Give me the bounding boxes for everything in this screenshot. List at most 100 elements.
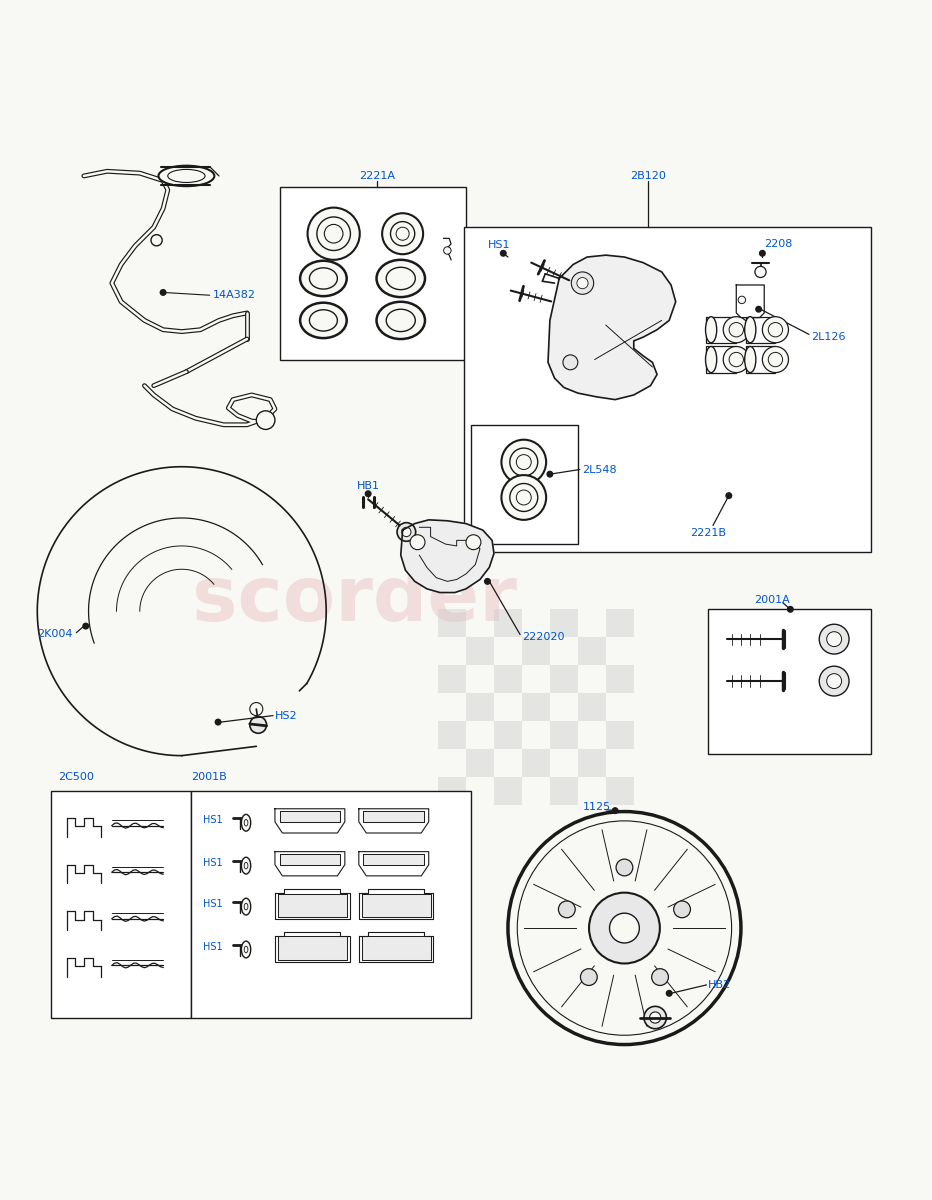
FancyBboxPatch shape bbox=[706, 317, 736, 343]
Circle shape bbox=[508, 811, 741, 1044]
Circle shape bbox=[151, 235, 162, 246]
Ellipse shape bbox=[244, 947, 248, 953]
Text: 2L548: 2L548 bbox=[582, 464, 617, 474]
Circle shape bbox=[723, 347, 749, 372]
Polygon shape bbox=[401, 520, 494, 593]
Circle shape bbox=[365, 491, 371, 497]
Ellipse shape bbox=[241, 815, 251, 832]
Circle shape bbox=[616, 859, 633, 876]
Bar bbox=[466, 637, 494, 665]
Circle shape bbox=[756, 306, 761, 312]
Circle shape bbox=[729, 323, 744, 337]
Circle shape bbox=[827, 673, 842, 689]
Bar bbox=[550, 721, 578, 749]
Ellipse shape bbox=[300, 260, 347, 296]
Ellipse shape bbox=[300, 302, 347, 338]
Polygon shape bbox=[278, 936, 347, 960]
Circle shape bbox=[666, 990, 672, 996]
Polygon shape bbox=[280, 811, 340, 822]
Text: 2C500: 2C500 bbox=[58, 772, 93, 782]
Circle shape bbox=[651, 968, 668, 985]
Ellipse shape bbox=[745, 347, 756, 372]
Circle shape bbox=[827, 631, 842, 647]
Circle shape bbox=[610, 913, 639, 943]
Bar bbox=[606, 778, 634, 805]
Polygon shape bbox=[362, 936, 431, 960]
Bar bbox=[466, 749, 494, 778]
Circle shape bbox=[563, 355, 578, 370]
FancyBboxPatch shape bbox=[471, 425, 578, 544]
Bar bbox=[438, 721, 466, 749]
Text: HB1: HB1 bbox=[357, 481, 379, 491]
Circle shape bbox=[308, 208, 360, 260]
Bar bbox=[606, 721, 634, 749]
Text: 14A382: 14A382 bbox=[212, 290, 255, 300]
Polygon shape bbox=[280, 853, 340, 865]
Text: 2001B: 2001B bbox=[191, 772, 226, 782]
Circle shape bbox=[215, 719, 221, 725]
Text: 2221A: 2221A bbox=[360, 170, 395, 181]
Ellipse shape bbox=[377, 260, 425, 298]
Bar bbox=[522, 694, 550, 721]
Circle shape bbox=[650, 1012, 661, 1024]
Ellipse shape bbox=[706, 317, 717, 343]
Circle shape bbox=[577, 277, 588, 289]
Bar bbox=[606, 610, 634, 637]
FancyBboxPatch shape bbox=[746, 347, 775, 372]
Circle shape bbox=[558, 901, 575, 918]
Text: HB2: HB2 bbox=[708, 980, 732, 990]
Circle shape bbox=[256, 410, 275, 430]
Bar bbox=[466, 694, 494, 721]
Ellipse shape bbox=[241, 899, 251, 916]
FancyBboxPatch shape bbox=[708, 610, 871, 754]
Circle shape bbox=[674, 901, 691, 918]
Circle shape bbox=[501, 475, 546, 520]
Text: 2L126: 2L126 bbox=[811, 332, 845, 342]
Ellipse shape bbox=[386, 310, 416, 331]
Polygon shape bbox=[363, 811, 424, 822]
Circle shape bbox=[612, 808, 618, 814]
Polygon shape bbox=[363, 853, 424, 865]
Circle shape bbox=[510, 448, 538, 476]
Circle shape bbox=[738, 296, 746, 304]
Circle shape bbox=[762, 347, 788, 372]
Ellipse shape bbox=[309, 268, 337, 289]
Text: scorder: scorder bbox=[192, 563, 516, 637]
Ellipse shape bbox=[241, 857, 251, 874]
Circle shape bbox=[819, 666, 849, 696]
FancyBboxPatch shape bbox=[746, 317, 775, 343]
Ellipse shape bbox=[244, 863, 248, 869]
Polygon shape bbox=[362, 894, 431, 917]
Bar bbox=[522, 749, 550, 778]
Circle shape bbox=[396, 227, 409, 240]
Circle shape bbox=[547, 472, 553, 476]
Circle shape bbox=[768, 353, 783, 367]
Bar bbox=[438, 665, 466, 694]
FancyBboxPatch shape bbox=[191, 791, 471, 1018]
Ellipse shape bbox=[244, 820, 248, 826]
Circle shape bbox=[788, 606, 793, 612]
Text: HS1: HS1 bbox=[203, 815, 223, 824]
Circle shape bbox=[729, 353, 744, 367]
Ellipse shape bbox=[386, 268, 416, 289]
Bar bbox=[550, 610, 578, 637]
FancyBboxPatch shape bbox=[706, 347, 736, 372]
Circle shape bbox=[571, 272, 594, 294]
Polygon shape bbox=[548, 256, 676, 400]
Text: 2B120: 2B120 bbox=[630, 170, 665, 181]
Polygon shape bbox=[278, 894, 347, 917]
Circle shape bbox=[723, 317, 749, 343]
Ellipse shape bbox=[745, 317, 756, 343]
Circle shape bbox=[726, 493, 732, 498]
FancyBboxPatch shape bbox=[464, 227, 871, 552]
Circle shape bbox=[397, 523, 416, 541]
Circle shape bbox=[402, 527, 411, 536]
Text: HS1: HS1 bbox=[488, 240, 511, 250]
Bar bbox=[522, 637, 550, 665]
Circle shape bbox=[501, 439, 546, 485]
Circle shape bbox=[444, 247, 451, 254]
Text: 1125: 1125 bbox=[582, 802, 610, 812]
FancyBboxPatch shape bbox=[280, 187, 466, 360]
Ellipse shape bbox=[158, 166, 214, 186]
Circle shape bbox=[250, 702, 263, 715]
